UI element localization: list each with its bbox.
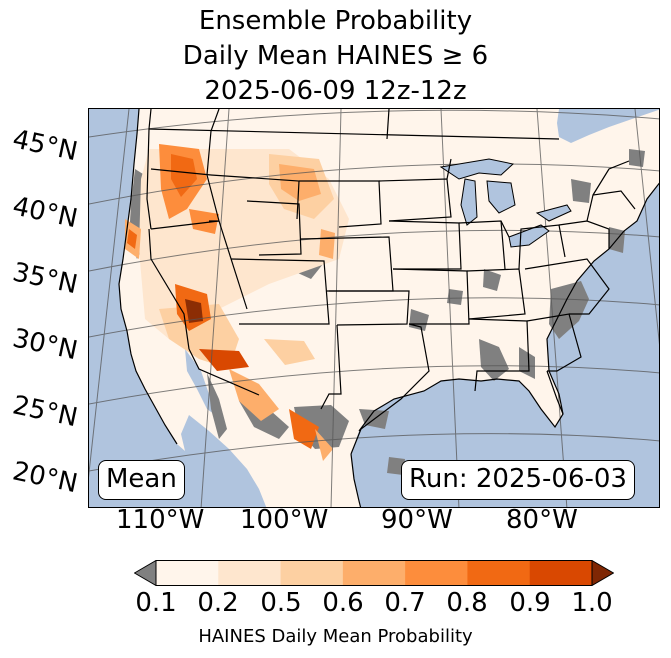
map-frame [88, 108, 660, 508]
shade-level-11 [185, 299, 203, 323]
longitude-label-80: 80°W [506, 505, 578, 535]
colorbar-tick: 0.6 [322, 588, 364, 618]
colorbar-over-arrow [591, 560, 614, 586]
shade-level-17 [319, 229, 335, 259]
colorbar-label: HAINES Daily Mean Probability [198, 626, 473, 647]
shade-level-3 [279, 164, 321, 201]
graticule [89, 109, 659, 507]
state-borders [146, 109, 636, 455]
colorbar-tick: 1.0 [571, 588, 613, 618]
gulf-of-california [185, 349, 214, 414]
colorbar-bin [280, 560, 344, 586]
map-svg [89, 109, 659, 507]
longitude-label-90: 90°W [381, 505, 453, 535]
colorbar-tick: 0.7 [384, 588, 426, 618]
map-label-mean: Mean [98, 460, 185, 500]
latitude-label-30: 30°N [9, 323, 81, 367]
shade-level-16 [264, 339, 315, 365]
shade-level-15 [315, 429, 333, 461]
title-line-3: 2025-06-09 12z-12z [204, 76, 467, 106]
title-line-1: Ensemble Probability [198, 6, 473, 36]
latitude-label-20: 20°N [9, 456, 81, 500]
map-label-run: Run: 2025-06-03 [401, 460, 635, 500]
colorbar-bin [405, 560, 468, 586]
colorbar-outline [155, 560, 593, 586]
colorbar-bin [156, 560, 219, 586]
colorbar-bin [342, 560, 406, 586]
colorbar-tick: 0.9 [509, 588, 551, 618]
latitude-label-40: 40°N [9, 191, 81, 235]
colorbar-bins [156, 560, 593, 586]
colorbar [134, 560, 614, 586]
shade-level-6 [189, 209, 219, 234]
latitude-label-45: 45°N [9, 124, 81, 168]
colorbar-bin [529, 560, 593, 586]
shade-level-8 [127, 229, 137, 249]
shade-level-13 [229, 369, 279, 421]
probability-shading [125, 144, 349, 461]
title-line-2: Daily Mean HAINES ≥ 6 [182, 41, 489, 71]
colorbar-tick: 0.1 [135, 588, 177, 618]
longitude-label-110: 110°W [116, 505, 205, 535]
longitude-label-100: 100°W [240, 505, 329, 535]
shade-level-14 [289, 409, 319, 449]
colorbar-bin [218, 560, 282, 586]
colorbar-under-arrow [134, 560, 157, 586]
coastline [118, 109, 659, 507]
colorbar-bin [467, 560, 531, 586]
colorbar-tick: 0.8 [446, 588, 488, 618]
great-lakes [439, 158, 572, 248]
latitude-label-25: 25°N [9, 390, 81, 434]
latitude-label-35: 35°N [9, 257, 81, 301]
colorbar-tick: 0.5 [260, 588, 302, 618]
colorbar-tick: 0.2 [197, 588, 239, 618]
